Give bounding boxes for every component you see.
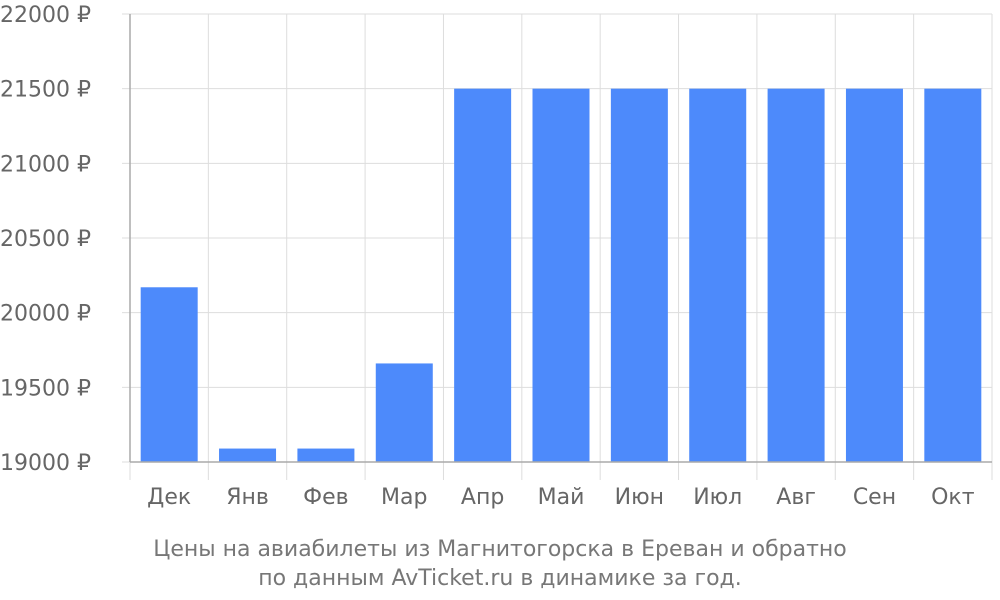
- chart-title: Цены на авиабилеты из Магнитогорска в Ер…: [153, 537, 847, 562]
- bar: [924, 88, 982, 463]
- bar: [610, 88, 668, 463]
- bar: [140, 287, 198, 462]
- x-tick-label: Июн: [615, 485, 664, 510]
- bar: [297, 448, 355, 462]
- x-tick-label: Июл: [693, 485, 742, 510]
- x-tick-label: Сен: [853, 485, 896, 510]
- bar: [219, 448, 277, 462]
- y-tick-label: 20000 ₽: [0, 302, 91, 327]
- bar: [845, 88, 903, 463]
- y-tick-label: 21000 ₽: [0, 152, 91, 177]
- axes: [129, 14, 992, 463]
- y-tick-label: 20500 ₽: [0, 227, 91, 252]
- y-tick-label: 21500 ₽: [0, 78, 91, 103]
- x-tick-label: Янв: [226, 485, 269, 510]
- x-tick-label: Мар: [381, 485, 427, 510]
- bar: [767, 88, 825, 463]
- y-tick-label: 22000 ₽: [0, 3, 91, 28]
- x-tick-label: Дек: [147, 485, 191, 510]
- x-tick-label: Окт: [931, 485, 975, 510]
- bar: [532, 88, 590, 463]
- x-tick-label: Апр: [461, 485, 504, 510]
- y-tick-label: 19000 ₽: [0, 451, 91, 476]
- y-tick-label: 19500 ₽: [0, 376, 91, 401]
- bars: [140, 88, 982, 463]
- x-tick-label: Фев: [303, 485, 348, 510]
- bar: [375, 363, 433, 462]
- x-tick-labels: Дек Янв Фев Мар Апр Май Июн Июл Авг Сен Окт: [147, 485, 975, 510]
- bar: [689, 88, 747, 463]
- y-tick-labels: 19000 ₽ 19500 ₽ 20000 ₽ 20500 ₽ 21000 ₽ 21500…: [0, 3, 91, 476]
- x-tick-label: Авг: [776, 485, 816, 510]
- chart-subtitle: по данным AvTicket.ru в динамике за год.: [258, 566, 742, 591]
- x-tick-label: Май: [538, 485, 585, 510]
- bar: [454, 88, 512, 463]
